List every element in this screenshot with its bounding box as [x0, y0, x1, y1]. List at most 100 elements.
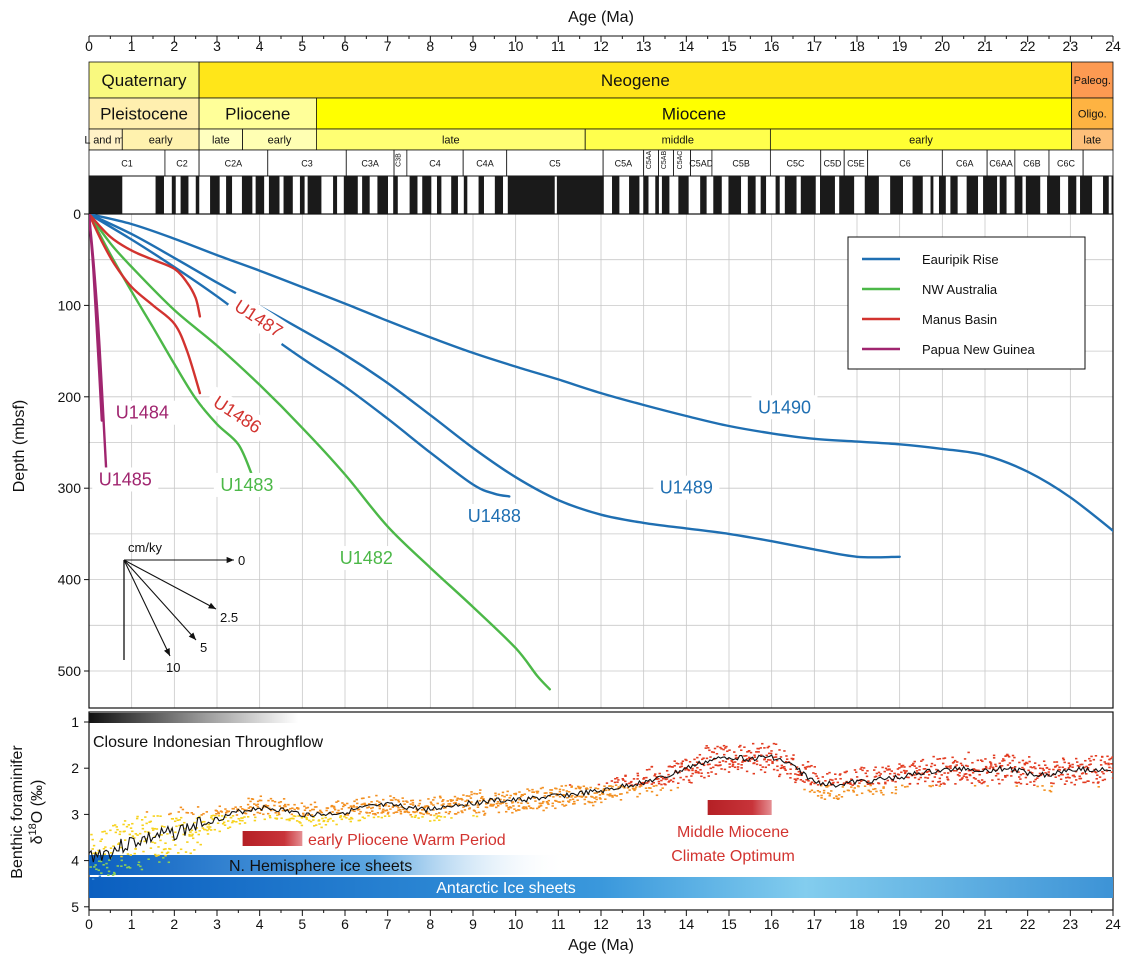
isotope-point: [939, 781, 941, 783]
isotope-point: [1041, 785, 1043, 787]
isotope-point: [528, 805, 530, 807]
nh-ice-label: N. Hemisphere ice sheets: [229, 858, 412, 875]
isotope-point: [826, 773, 828, 775]
isotope-point: [502, 792, 504, 794]
isotope-point: [123, 830, 125, 832]
epoch-label: Oligo.: [1078, 108, 1107, 120]
isotope-point: [857, 786, 859, 788]
isotope-point: [716, 753, 718, 755]
isotope-point: [260, 800, 262, 802]
isotope-point: [129, 867, 131, 869]
isotope-point: [448, 813, 450, 815]
isotope-point: [939, 785, 941, 787]
isotope-point: [997, 773, 999, 775]
isotope-point: [243, 816, 245, 818]
isotope-point: [353, 805, 355, 807]
isotope-point: [417, 805, 419, 807]
isotope-point: [674, 760, 676, 762]
isotope-point: [547, 803, 549, 805]
isotope-point: [867, 783, 869, 785]
isotope-point: [750, 752, 752, 754]
isotope-point: [506, 791, 508, 793]
isotope-point: [152, 829, 154, 831]
chron-label: C4: [429, 159, 441, 169]
isotope-point: [209, 826, 211, 828]
isotope-point: [235, 821, 237, 823]
polarity-normal-chron: [728, 176, 741, 214]
isotope-point: [517, 802, 519, 804]
isotope-point: [376, 800, 378, 802]
isotope-point: [726, 750, 728, 752]
isotope-point: [776, 770, 778, 772]
isotope-point: [115, 832, 117, 834]
site-label-u1485: U1485: [99, 469, 152, 489]
polarity-normal-chron: [464, 176, 468, 214]
isotope-point: [164, 855, 166, 857]
isotope-point: [403, 803, 405, 805]
isotope-point: [915, 767, 917, 769]
bottom-age-axis: 0 1 2 3 4 5 6 7 8 9 10 11 12 13 14 15 16 17 18 19 20 21 22 23 24: [85, 910, 1121, 932]
isotope-point: [415, 815, 417, 817]
isotope-point: [614, 782, 616, 784]
isotope-point: [104, 846, 106, 848]
isotope-point: [466, 795, 468, 797]
isotope-point: [805, 768, 807, 770]
isotope-point: [161, 852, 163, 854]
isotope-point: [137, 864, 139, 866]
isotope-point: [918, 766, 920, 768]
isotope-point: [690, 775, 692, 777]
isotope-point: [98, 869, 100, 871]
isotope-point: [778, 749, 780, 751]
isotope-point: [768, 746, 770, 748]
isotope-point: [527, 802, 529, 804]
isotope-point: [812, 772, 814, 774]
isotope-point: [206, 811, 208, 813]
bottom-tick-label: 19: [892, 916, 908, 932]
isotope-point: [824, 780, 826, 782]
isotope-point: [831, 779, 833, 781]
isotope-point: [737, 768, 739, 770]
polarity-normal-chron: [678, 176, 688, 214]
isotope-point: [278, 814, 280, 816]
isotope-point: [524, 793, 526, 795]
isotope-point: [444, 816, 446, 818]
isotope-point: [964, 758, 966, 760]
isotope-point: [214, 829, 216, 831]
isotope-point: [93, 845, 95, 847]
polarity-normal-chron: [713, 176, 721, 214]
top-tick-label: 1: [128, 38, 136, 54]
isotope-point: [1055, 776, 1057, 778]
isotope-point: [331, 811, 333, 813]
isotope-point: [432, 804, 434, 806]
isotope-point: [321, 818, 323, 820]
isotope-point: [594, 792, 596, 794]
isotope-point: [1019, 778, 1021, 780]
isotope-point: [833, 797, 835, 799]
top-tick-label: 19: [892, 38, 908, 54]
isotope-point: [494, 795, 496, 797]
isotope-point: [1104, 779, 1106, 781]
isotope-point: [956, 764, 958, 766]
chron-label: C3: [301, 159, 313, 169]
isotope-point: [267, 805, 269, 807]
isotope-point: [624, 781, 626, 783]
isotope-point: [961, 777, 963, 779]
isotope-point: [1039, 767, 1041, 769]
isotope-point: [1018, 762, 1020, 764]
isotope-point: [113, 872, 115, 874]
isotope-point: [430, 814, 432, 816]
isotope-point: [954, 783, 956, 785]
isotope-point: [713, 752, 715, 754]
isotope-point: [571, 785, 573, 787]
isotope-point: [1062, 766, 1064, 768]
isotope-point: [134, 848, 136, 850]
isotope-point: [480, 797, 482, 799]
isotope-point: [301, 825, 303, 827]
legend: Eauripik RiseNW AustraliaManus BasinPapu…: [848, 237, 1085, 369]
isotope-point: [157, 855, 159, 857]
isotope-point: [849, 783, 851, 785]
isotope-point: [863, 767, 865, 769]
isotope-point: [318, 819, 320, 821]
isotope-point: [381, 817, 383, 819]
isotope-point: [498, 794, 500, 796]
